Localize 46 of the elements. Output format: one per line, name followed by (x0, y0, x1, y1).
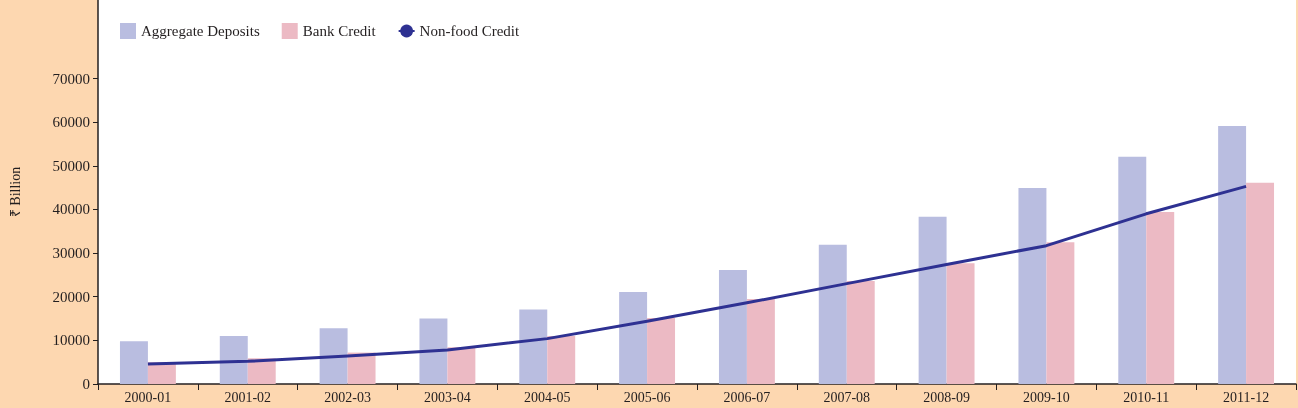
bar (746, 298, 775, 384)
bar (547, 336, 576, 384)
x-tick-label: 2011-12 (1223, 389, 1270, 405)
bar (1018, 188, 1047, 384)
y-tick-label: 30000 (52, 245, 90, 262)
bar (718, 270, 747, 384)
x-tick-label: 2010-11 (1123, 389, 1170, 405)
y-tick-label: 60000 (52, 114, 90, 131)
y-tick-label: 40000 (52, 201, 90, 218)
x-tick-label: 2009-10 (1023, 389, 1070, 405)
y-tick-label: 50000 (52, 157, 90, 174)
x-tick-label: 2000-01 (124, 389, 172, 405)
x-tick-label: 2003-04 (424, 389, 471, 405)
bar (1218, 126, 1247, 384)
bar (619, 291, 648, 384)
bar (846, 281, 875, 384)
bar (519, 309, 548, 384)
bar (946, 263, 975, 384)
bar (319, 328, 348, 384)
x-tick-label: 2002-03 (324, 389, 371, 405)
y-axis-title: ₹ Billion (7, 166, 23, 218)
bar (1146, 212, 1175, 384)
bar (818, 244, 847, 384)
bar (1046, 242, 1075, 384)
legend-label: Aggregate Deposits (141, 23, 260, 39)
legend-label: Bank Credit (302, 23, 377, 39)
bar (647, 318, 676, 384)
bar (447, 347, 476, 384)
legend-label: Non-food Credit (419, 23, 521, 39)
bar (419, 318, 448, 384)
bar (219, 336, 248, 384)
bar (1246, 182, 1275, 384)
x-tick-label: 2005-06 (623, 389, 671, 405)
y-tick-label: 10000 (52, 332, 90, 349)
line-series (146, 184, 1248, 366)
x-tick-label: 2001-02 (224, 389, 272, 405)
x-tick-label: 2008-09 (923, 389, 970, 405)
x-tick-label: 2004-05 (523, 389, 571, 405)
x-tick-label: 2006-07 (723, 389, 771, 405)
x-tick-label: 2007-08 (823, 389, 871, 405)
bar (119, 341, 148, 384)
bar (918, 216, 947, 384)
y-tick-label: 70000 (52, 70, 90, 87)
bar (1118, 156, 1147, 384)
y-tick-label: 0 (82, 376, 90, 392)
y-tick-label: 20000 (52, 288, 90, 305)
